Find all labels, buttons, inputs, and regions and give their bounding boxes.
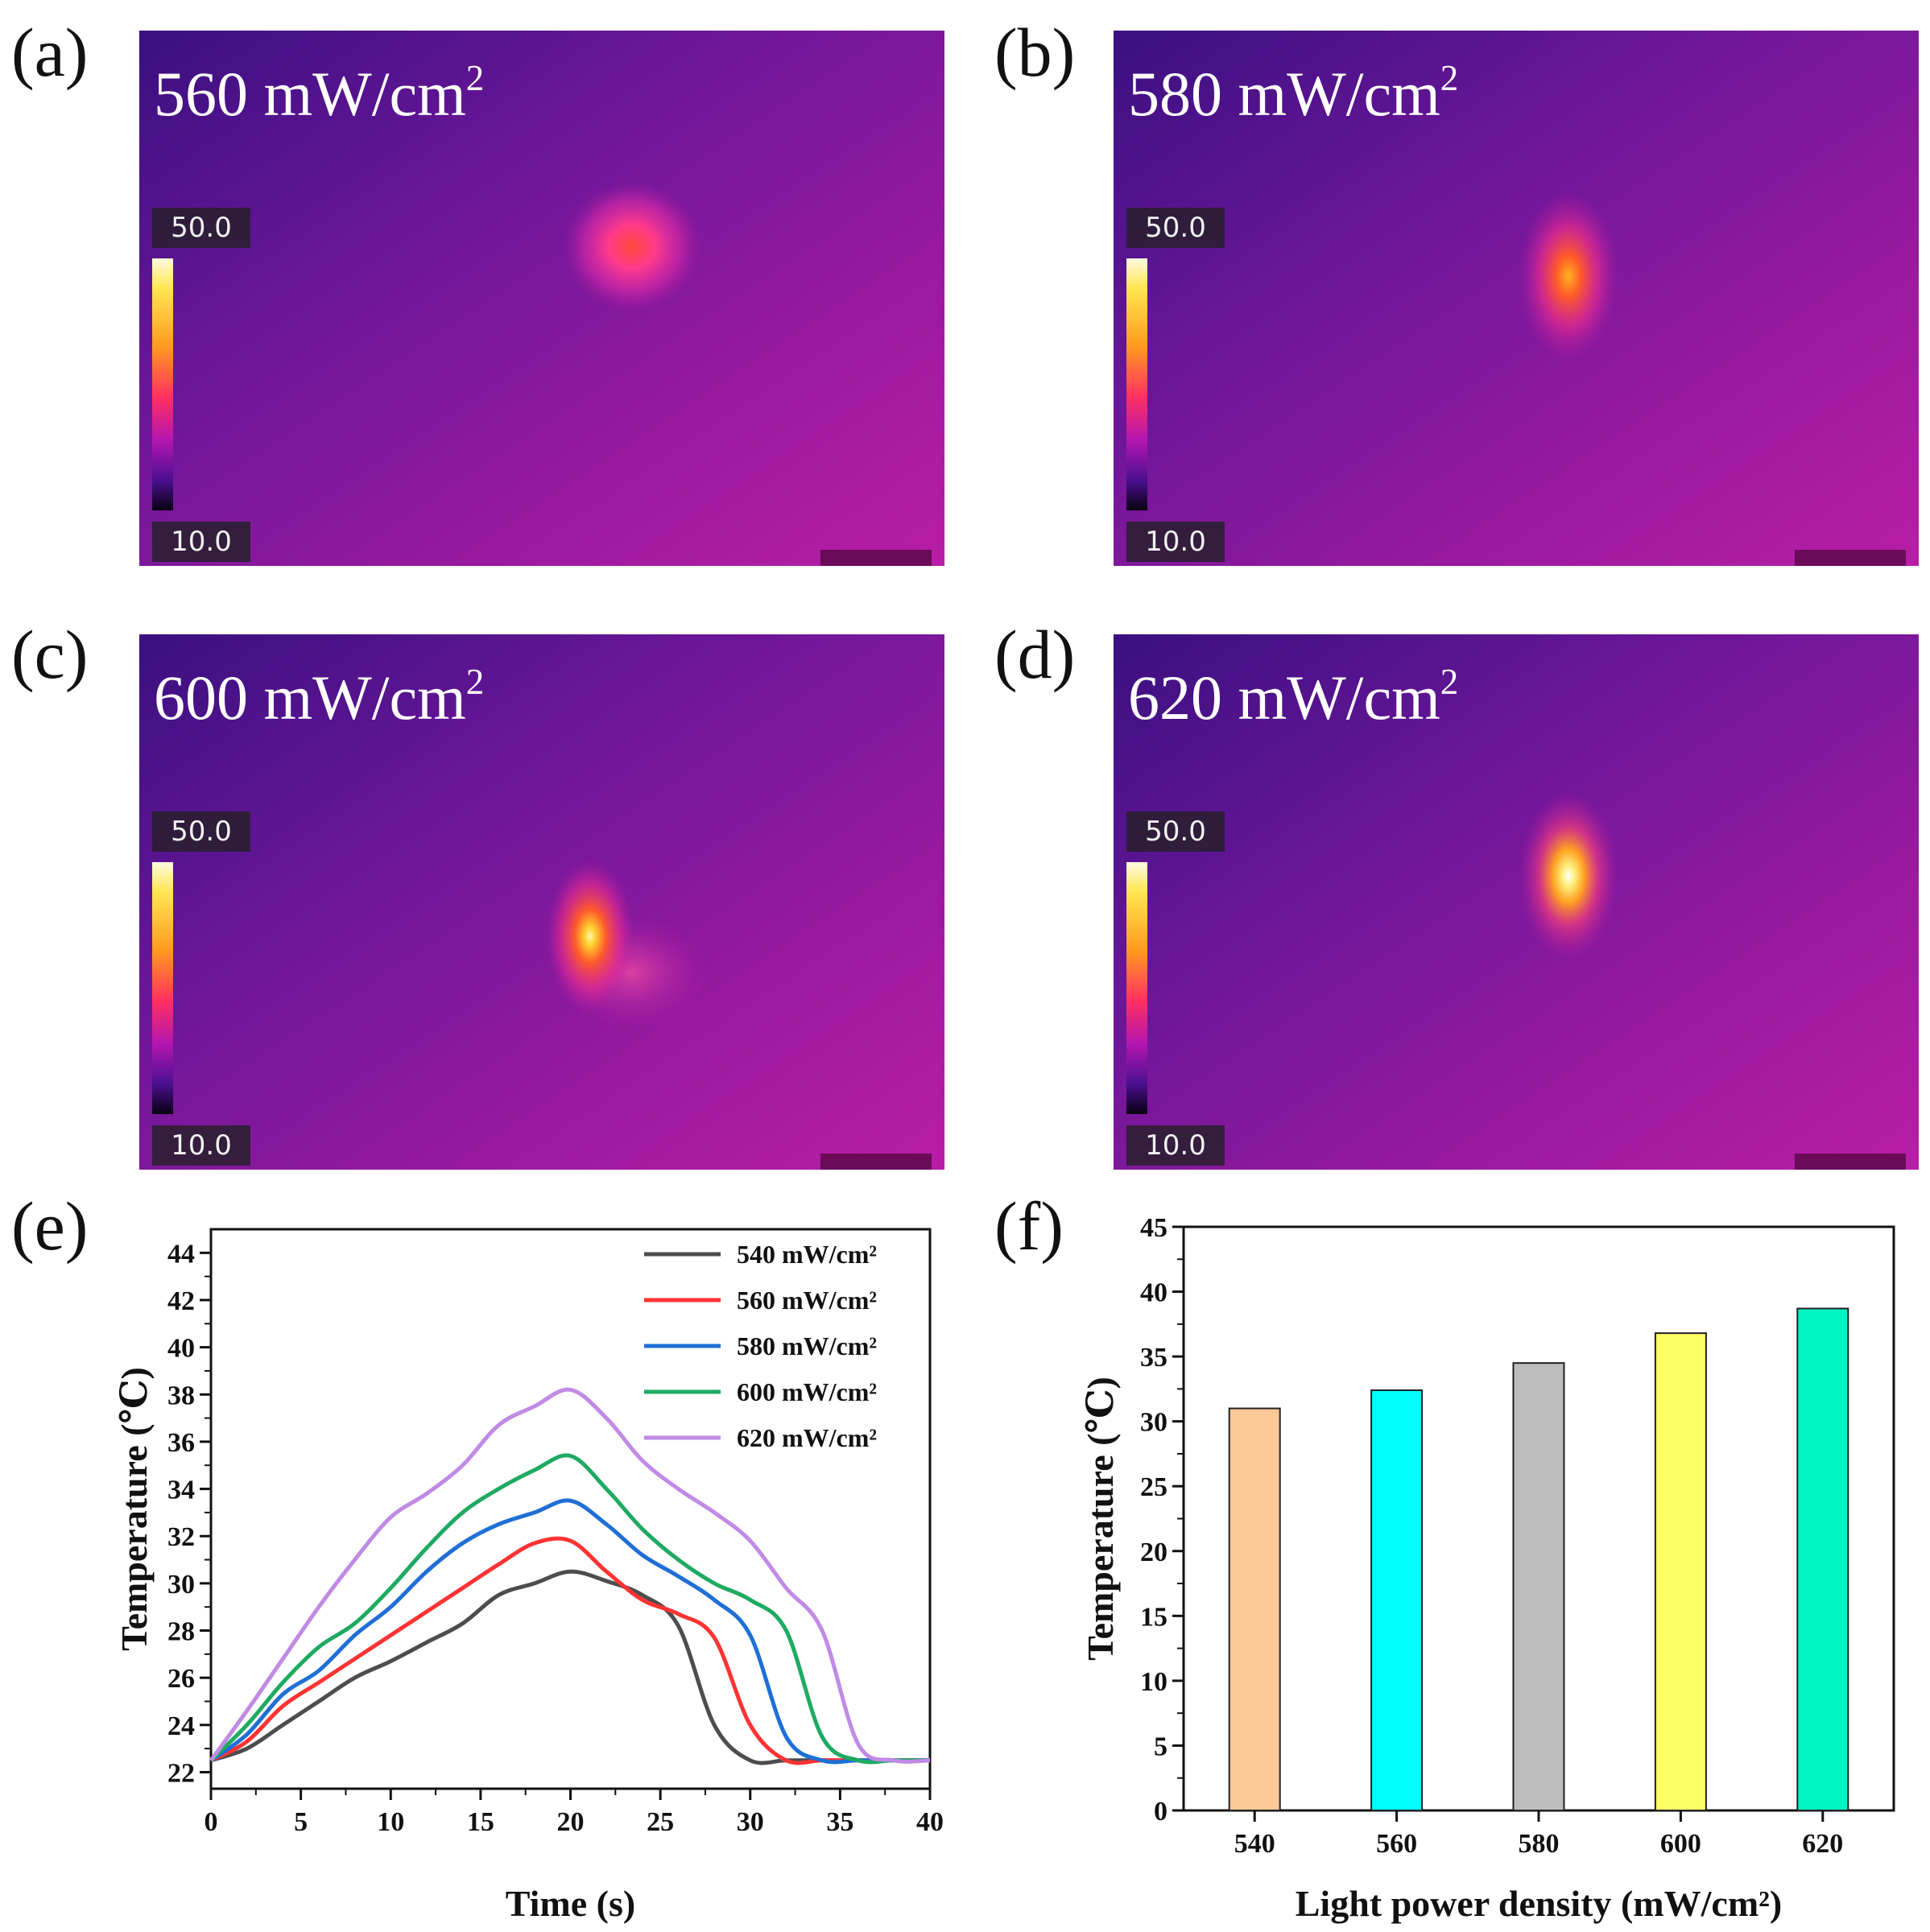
bar-f-2 — [1512, 1362, 1565, 1811]
power-density-label-a: 560 mW/cm2 — [154, 58, 485, 129]
x-tick-label-f-0: 540 — [1234, 1829, 1275, 1859]
y-tick-label-e-3: 28 — [167, 1617, 195, 1647]
colorbar-d — [1126, 862, 1147, 1114]
thermal-image-b: 580 mW/cm2 50.0 10.0 — [1114, 31, 1919, 566]
y-tick-label-f-0: 0 — [1154, 1797, 1168, 1827]
x-tick-label-e-1: 5 — [294, 1807, 308, 1837]
x-tick-label-f-1: 560 — [1376, 1829, 1417, 1859]
x-tick-label-e-2: 10 — [377, 1807, 404, 1837]
series-line-e-2 — [209, 1498, 930, 1765]
y-tick-label-e-4: 30 — [167, 1570, 195, 1600]
power-density-label-b: 580 mW/cm2 — [1128, 58, 1459, 129]
x-axis-title-e: Time (s) — [506, 1883, 635, 1924]
x-tick-label-f-4: 620 — [1802, 1829, 1843, 1859]
bar-f-3 — [1654, 1332, 1707, 1812]
scale-max-c: 50.0 — [152, 811, 250, 852]
scale-min-a: 10.0 — [152, 522, 250, 562]
thermal-heatmap-a — [139, 31, 944, 566]
y-tick-label-e-11: 44 — [167, 1239, 195, 1269]
scale-marker-c — [820, 1154, 932, 1170]
y-tick-label-f-1: 5 — [1154, 1732, 1168, 1761]
y-tick-label-f-4: 20 — [1140, 1538, 1168, 1567]
y-tick-label-f-2: 10 — [1140, 1667, 1168, 1697]
thermal-image-d: 620 mW/cm2 50.0 10.0 — [1114, 634, 1919, 1170]
series-line-e-3 — [209, 1453, 930, 1765]
legend-label-e-1: 560 mW/cm² — [737, 1286, 877, 1315]
legend-label-e-3: 600 mW/cm² — [737, 1377, 877, 1406]
y-tick-label-e-0: 22 — [167, 1758, 195, 1788]
x-axis-title-f: Light power density (mW/cm²) — [1296, 1883, 1783, 1924]
y-axis-title-e: Temperature (℃) — [114, 1367, 155, 1651]
x-tick-label-e-3: 15 — [467, 1807, 494, 1837]
y-tick-label-f-5: 25 — [1140, 1472, 1168, 1502]
y-tick-label-f-7: 35 — [1140, 1343, 1168, 1373]
y-tick-label-f-8: 40 — [1140, 1278, 1168, 1308]
bar-chart-f: 0 5 10 15 20 25 30 35 40 45 540 560 580 600 620 Light p… — [966, 1208, 1930, 1932]
panel-label-d: (d) — [994, 616, 1076, 693]
x-tick-label-e-7: 35 — [826, 1807, 853, 1837]
scale-min-b: 10.0 — [1126, 522, 1225, 562]
panel-label-b: (b) — [994, 14, 1076, 91]
scale-max-a: 50.0 — [152, 208, 250, 248]
x-tick-label-e-6: 30 — [737, 1807, 764, 1837]
legend-label-e-0: 540 mW/cm² — [737, 1240, 877, 1269]
thermal-image-c: 600 mW/cm2 50.0 10.0 — [139, 634, 944, 1170]
legend-label-e-2: 580 mW/cm² — [737, 1331, 877, 1360]
panel-label-f: (f) — [994, 1187, 1064, 1265]
y-tick-label-f-3: 15 — [1140, 1602, 1168, 1632]
panel-label-c: (c) — [11, 616, 89, 693]
scale-max-b: 50.0 — [1126, 208, 1225, 248]
y-tick-label-e-8: 38 — [167, 1381, 195, 1410]
y-tick-label-e-7: 36 — [167, 1428, 195, 1458]
line-chart-e-svg: 0 5 10 15 20 25 30 35 40 22 24 26 28 30 32 34 36 38 40 42 44… — [114, 1228, 944, 1924]
scale-max-d: 50.0 — [1126, 811, 1225, 852]
x-tick-label-e-0: 0 — [205, 1807, 218, 1837]
scale-marker-d — [1795, 1154, 1906, 1170]
x-tick-label-e-5: 25 — [647, 1807, 674, 1837]
scale-min-d: 10.0 — [1126, 1125, 1225, 1166]
y-tick-label-e-2: 26 — [167, 1664, 195, 1694]
y-tick-label-e-9: 40 — [167, 1334, 195, 1364]
thermal-image-a: 560 mW/cm2 50.0 10.0 — [139, 31, 944, 566]
thermal-heatmap-d — [1114, 634, 1919, 1170]
power-density-label-d: 620 mW/cm2 — [1128, 662, 1459, 733]
power-density-label-c: 600 mW/cm2 — [154, 662, 485, 733]
bar-f-0 — [1228, 1407, 1281, 1812]
x-tick-label-e-8: 40 — [916, 1807, 944, 1837]
colorbar-c — [152, 862, 173, 1114]
line-chart-e: 0 5 10 15 20 25 30 35 40 22 24 26 28 30 32 34 36 38 40 42 44… — [0, 1208, 958, 1932]
x-tick-label-f-2: 580 — [1519, 1829, 1560, 1859]
panel-label-e: (e) — [11, 1187, 89, 1265]
x-tick-label-f-3: 600 — [1660, 1829, 1701, 1859]
series-line-e-1 — [209, 1536, 930, 1765]
thermal-heatmap-c — [139, 634, 944, 1170]
colorbar-b — [1126, 258, 1147, 510]
y-axis-title-f: Temperature (℃) — [1080, 1377, 1121, 1661]
y-tick-label-e-1: 24 — [167, 1711, 195, 1741]
y-tick-label-e-5: 32 — [167, 1522, 195, 1552]
y-tick-label-e-6: 34 — [167, 1476, 195, 1505]
scale-marker-a — [820, 550, 932, 566]
x-tick-label-e-4: 20 — [557, 1807, 585, 1837]
y-tick-label-f-6: 30 — [1140, 1408, 1168, 1438]
y-tick-label-f-9: 45 — [1140, 1213, 1168, 1243]
scale-min-c: 10.0 — [152, 1125, 250, 1166]
colorbar-a — [152, 258, 173, 510]
scale-marker-b — [1795, 550, 1906, 566]
panel-label-a: (a) — [11, 14, 89, 91]
thermal-heatmap-b — [1114, 31, 1919, 566]
series-line-e-4 — [209, 1387, 931, 1764]
bar-f-4 — [1796, 1307, 1849, 1811]
y-tick-label-e-10: 42 — [167, 1286, 195, 1316]
bar-chart-f-svg: 0 5 10 15 20 25 30 35 40 45 540 560 580 600 620 Light p… — [1080, 1213, 1895, 1924]
legend-label-e-4: 620 mW/cm² — [737, 1423, 877, 1452]
bar-f-1 — [1370, 1389, 1424, 1811]
